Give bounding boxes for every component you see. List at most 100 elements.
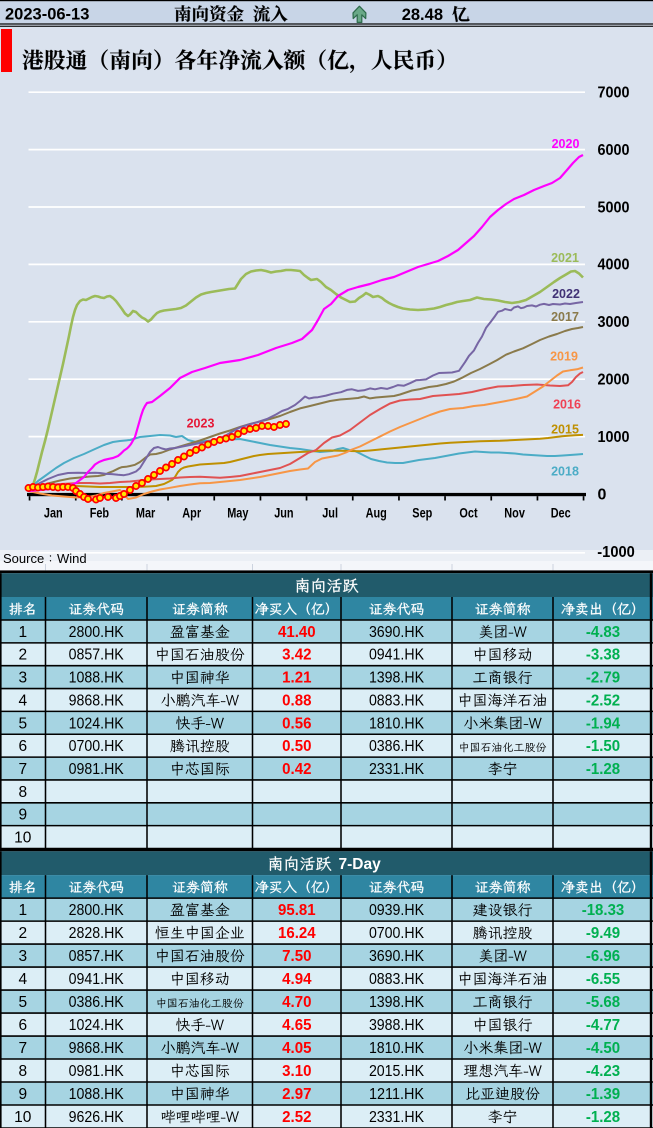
svg-text:3988.HK: 3988.HK [369,1017,425,1034]
svg-text:6: 6 [18,1017,27,1034]
svg-text:-4.83: -4.83 [586,624,621,641]
svg-text:-3.38: -3.38 [586,647,621,664]
svg-text:1024.HK: 1024.HK [69,1017,125,1034]
svg-text:0857.HK: 0857.HK [69,948,125,965]
svg-text:41.40: 41.40 [278,624,316,641]
svg-text:3.10: 3.10 [282,1063,311,1080]
svg-text:-1.28: -1.28 [586,761,621,778]
svg-text:7: 7 [18,761,27,778]
svg-text:0700.HK: 0700.HK [369,925,425,942]
svg-text:5: 5 [18,994,27,1011]
svg-text:-4.50: -4.50 [586,1040,620,1057]
svg-text:2.52: 2.52 [282,1109,311,1126]
svg-text:5000: 5000 [598,199,630,216]
svg-text:Aug: Aug [366,504,387,520]
svg-text:4.70: 4.70 [282,994,311,1011]
svg-text:Sep: Sep [412,504,432,520]
svg-text:1: 1 [18,624,27,641]
svg-text:3: 3 [18,670,27,687]
svg-text:Wind: Wind [57,551,87,566]
svg-text:2021: 2021 [551,251,579,265]
svg-text:6000: 6000 [598,142,630,159]
svg-text:3690.HK: 3690.HK [369,624,425,641]
svg-text:6: 6 [18,738,27,755]
svg-text:9868.HK: 9868.HK [69,1040,125,1057]
svg-text:2022: 2022 [552,287,580,301]
svg-text:2015.HK: 2015.HK [369,1063,425,1080]
svg-text:2: 2 [18,647,27,664]
svg-text:2828.HK: 2828.HK [69,925,125,942]
svg-text:5: 5 [18,715,27,732]
svg-text:-5.68: -5.68 [586,994,621,1011]
svg-text:Oct: Oct [459,504,477,520]
svg-text:Dec: Dec [551,504,571,520]
svg-text:1398.HK: 1398.HK [369,994,425,1011]
svg-text:1398.HK: 1398.HK [369,670,425,687]
svg-text:Jan: Jan [44,504,63,520]
svg-text:2020: 2020 [552,137,580,151]
svg-text:0386.HK: 0386.HK [369,738,425,755]
svg-text:10: 10 [14,1109,32,1126]
svg-text:0981.HK: 0981.HK [69,1063,125,1080]
svg-text:-1.39: -1.39 [586,1086,621,1103]
svg-text:Nov: Nov [504,504,525,520]
svg-text:0.56: 0.56 [282,715,312,732]
svg-text:1024.HK: 1024.HK [69,715,125,732]
svg-text:1088.HK: 1088.HK [69,1086,125,1103]
svg-text:-18.33: -18.33 [582,902,625,919]
svg-text:95.81: 95.81 [278,902,316,919]
svg-text:3.42: 3.42 [282,647,311,664]
svg-text:28.48: 28.48 [402,6,443,24]
svg-text:7-Day: 7-Day [339,856,382,873]
svg-text:8: 8 [18,784,27,801]
svg-text:-4.23: -4.23 [586,1063,621,1080]
svg-text:0883.HK: 0883.HK [369,692,425,709]
svg-text:0857.HK: 0857.HK [69,647,125,664]
svg-text:9: 9 [18,1086,27,1103]
svg-text:2019: 2019 [550,350,578,364]
svg-text:2023: 2023 [187,417,215,431]
svg-text:3690.HK: 3690.HK [369,948,425,965]
svg-text:May: May [227,504,248,520]
svg-text:3: 3 [18,948,27,965]
svg-text:4.05: 4.05 [282,1040,312,1057]
svg-text:-4.77: -4.77 [586,1017,620,1034]
svg-text:7000: 7000 [598,85,630,102]
svg-text:2800.HK: 2800.HK [69,902,125,919]
svg-text:4000: 4000 [598,257,630,274]
svg-text:7.50: 7.50 [282,948,311,965]
svg-text:Mar: Mar [136,504,156,520]
svg-text:-1.28: -1.28 [586,1109,621,1126]
svg-text:Jun: Jun [274,504,293,520]
svg-text:1088.HK: 1088.HK [69,670,125,687]
svg-text:2017: 2017 [551,310,579,324]
svg-text:0.42: 0.42 [282,761,311,778]
svg-text:0941.HK: 0941.HK [369,647,425,664]
svg-text:0.50: 0.50 [282,738,311,755]
svg-text:2023-06-13: 2023-06-13 [5,6,89,24]
svg-text:-6.96: -6.96 [586,948,621,965]
svg-text:1211.HK: 1211.HK [369,1086,425,1103]
svg-text:1: 1 [18,902,27,919]
svg-text:4.94: 4.94 [282,971,312,988]
svg-text:Apr: Apr [182,504,201,520]
svg-text:0981.HK: 0981.HK [69,761,125,778]
svg-text:4: 4 [18,971,27,988]
svg-text:2000: 2000 [598,372,630,389]
svg-text:1810.HK: 1810.HK [369,1040,425,1057]
svg-text:0941.HK: 0941.HK [69,971,125,988]
svg-text:2016: 2016 [553,398,581,412]
svg-text:-9.49: -9.49 [586,925,621,942]
svg-text:9868.HK: 9868.HK [69,692,125,709]
svg-text:2331.HK: 2331.HK [369,761,425,778]
svg-text:1810.HK: 1810.HK [369,715,425,732]
svg-text:7: 7 [18,1040,27,1057]
svg-text:3000: 3000 [598,314,630,331]
svg-text:8: 8 [18,1063,27,1080]
svg-text:Feb: Feb [90,504,109,520]
svg-text:0939.HK: 0939.HK [369,902,425,919]
svg-text:1000: 1000 [598,429,630,446]
svg-text:1.21: 1.21 [282,670,312,687]
svg-text:2331.HK: 2331.HK [369,1109,425,1126]
svg-text:0883.HK: 0883.HK [369,971,425,988]
